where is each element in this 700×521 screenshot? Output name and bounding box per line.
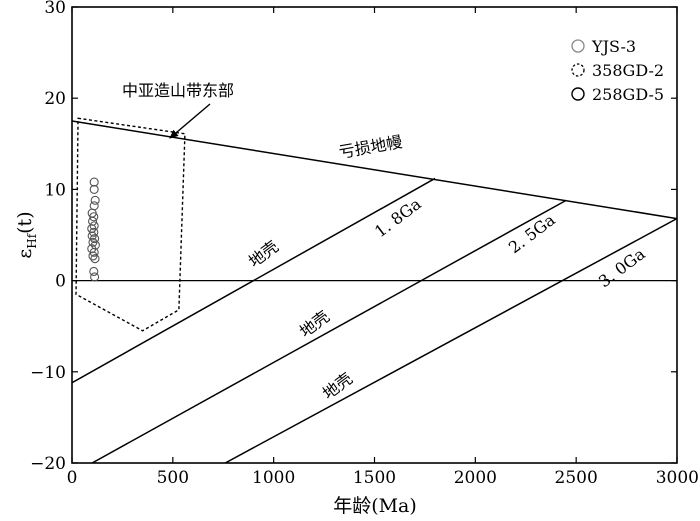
x-tick-label-6: 3000 [656, 468, 699, 488]
legend-label-358gd-2: 358GD-2 [592, 61, 664, 80]
region-polygon [75, 117, 186, 332]
legend-marker-258gd-5 [571, 87, 585, 101]
x-tick-label-1: 500 [157, 468, 189, 488]
data-point-16 [88, 251, 98, 261]
plot-frame [71, 6, 678, 464]
data-point-10 [87, 231, 97, 241]
data-point-2 [90, 195, 100, 205]
data-point-7 [89, 221, 99, 231]
y-axis-title: εHf(t) [14, 211, 39, 258]
data-point-15 [89, 247, 99, 257]
x-tick-label-2: 1000 [252, 468, 295, 488]
data-point-12 [88, 237, 98, 247]
crust-label-1: 地壳 [245, 237, 282, 271]
x-tick-label-5: 2500 [555, 468, 598, 488]
y-axis: −20 −10 0 10 20 30 [30, 0, 677, 474]
legend: YJS-3 358GD-2 258GD-5 [571, 37, 664, 104]
data-point-5 [89, 212, 99, 222]
x-tick-label-0: 0 [67, 468, 78, 488]
evolution-line-2 [91, 199, 567, 463]
legend-label-258gd-5: 258GD-5 [592, 85, 664, 104]
region-layer [75, 117, 186, 332]
region-arrow [169, 103, 211, 139]
data-point-6 [88, 216, 98, 226]
y-tick-label-1: −10 [30, 363, 66, 383]
line-2-5ga-label: 2. 5Ga [505, 210, 559, 257]
crust-label-3: 地壳 [319, 369, 356, 403]
y-axis-title-sub: Hf [25, 232, 39, 248]
line-1-8ga-label: 1. 8Ga [371, 194, 425, 241]
y-axis-title-main: ε [14, 249, 36, 259]
y-tick-label-3: 10 [44, 180, 66, 200]
evolution-line-3 [224, 217, 677, 463]
evolution-lines [72, 120, 677, 463]
y-tick-label-4: 20 [44, 89, 66, 109]
x-tick-label-3: 1500 [353, 468, 396, 488]
line-3-0ga-label: 3. 0Ga [595, 244, 649, 291]
data-point-0 [89, 177, 99, 187]
y-axis-title-tail: (t) [14, 211, 36, 233]
data-points [87, 177, 100, 282]
depleted-mantle-label: 亏损地幔 [337, 132, 403, 162]
crust-label-2: 地壳 [296, 307, 333, 341]
legend-label-yjs-3: YJS-3 [591, 37, 636, 56]
x-axis: 0 500 1000 1500 2000 2500 3000 [67, 7, 699, 488]
evolution-line-0 [72, 120, 677, 220]
y-tick-label-0: −20 [30, 454, 66, 474]
y-tick-label-5: 30 [44, 0, 66, 18]
data-point-1 [89, 184, 99, 194]
data-point-3 [89, 201, 99, 211]
x-tick-label-4: 2000 [454, 468, 497, 488]
legend-marker-358gd-2 [571, 63, 585, 77]
data-point-17 [90, 254, 100, 264]
x-axis-title: 年龄(Ma) [333, 495, 417, 517]
data-point-18 [89, 266, 99, 277]
y-tick-label-2: 0 [55, 272, 66, 292]
data-point-19 [90, 272, 100, 282]
region-label: 中亚造山带东部 [122, 81, 234, 100]
legend-marker-yjs-3 [571, 39, 585, 53]
